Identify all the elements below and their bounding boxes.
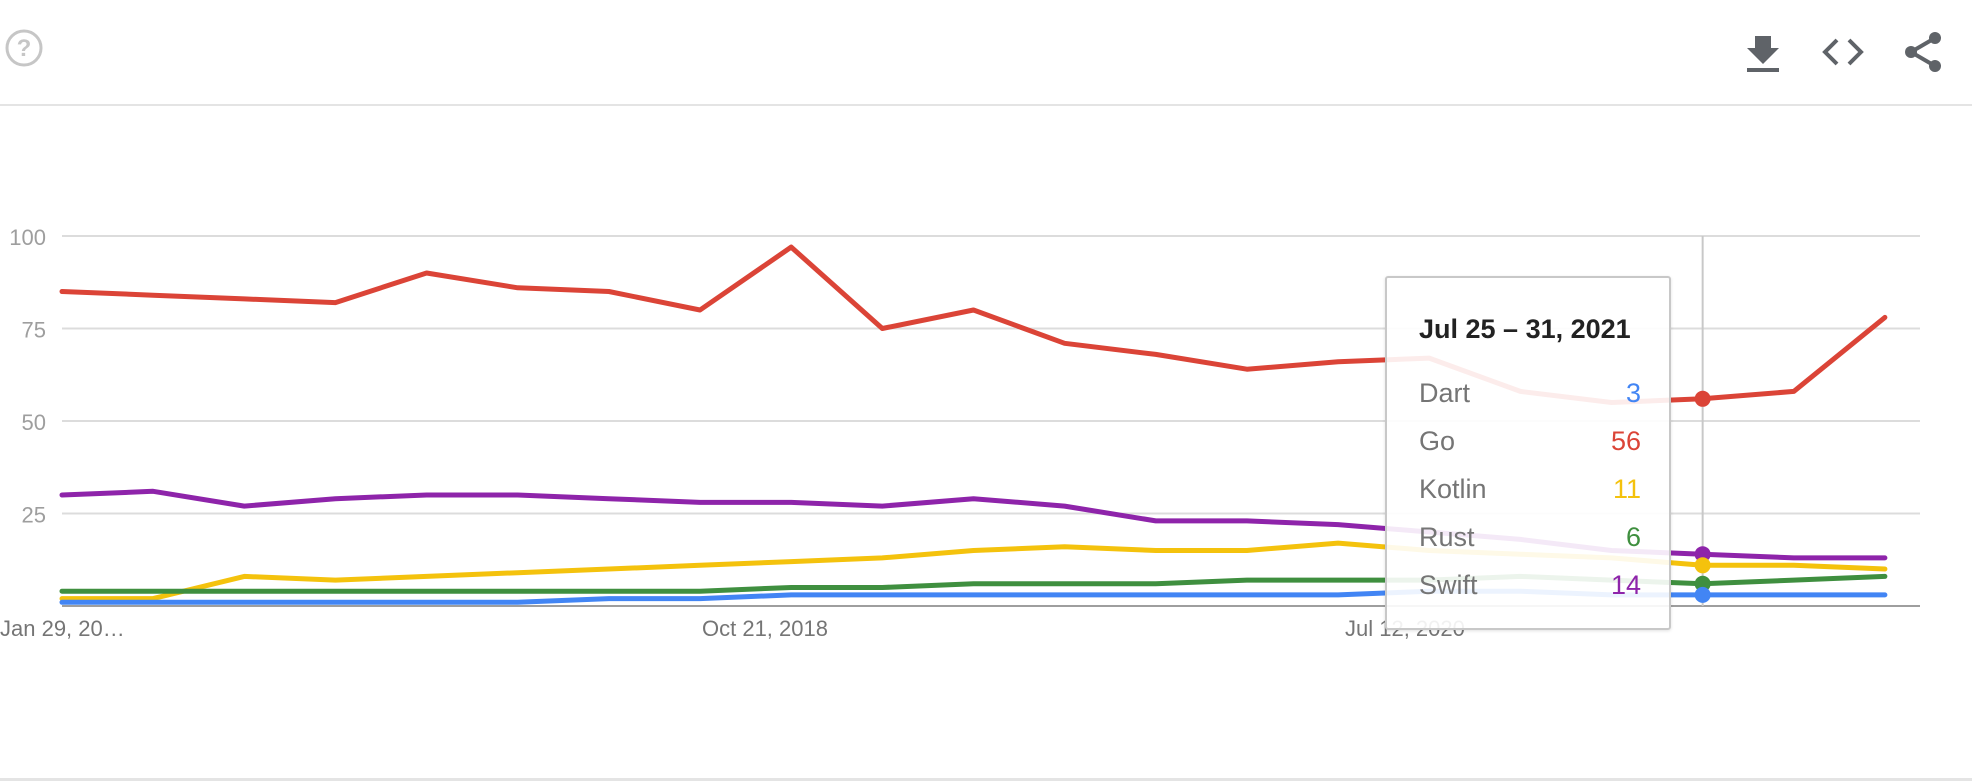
- hover-point-kotlin: [1694, 557, 1711, 574]
- tooltip-series-name: Swift: [1419, 570, 1478, 600]
- download-icon[interactable]: [1741, 30, 1785, 74]
- tooltip-row-swift: Swift 14: [1419, 570, 1641, 610]
- tooltip-row-dart: Dart 3: [1419, 378, 1641, 418]
- help-icon[interactable]: ?: [4, 28, 44, 68]
- embed-code-icon[interactable]: [1821, 30, 1865, 74]
- tooltip-series-name: Go: [1419, 426, 1456, 456]
- svg-text:?: ?: [17, 35, 32, 62]
- tooltip-series-name: Dart: [1419, 378, 1471, 408]
- hover-tooltip: Jul 25 – 31, 2021 Dart 3 Go 56 Kotlin 11…: [1385, 276, 1671, 630]
- y-tick-label: 50: [22, 410, 46, 435]
- y-tick-label: 100: [9, 225, 46, 250]
- tooltip-row-kotlin: Kotlin 11: [1419, 474, 1641, 514]
- hover-point-dart: [1694, 586, 1711, 603]
- divider: [0, 778, 1972, 781]
- tooltip-series-name: Kotlin: [1419, 474, 1487, 504]
- hover-point-rust: [1694, 575, 1711, 592]
- x-tick-label: Oct 21, 2018: [702, 616, 828, 641]
- tooltip-row-go: Go 56: [1419, 426, 1641, 466]
- share-icon[interactable]: [1901, 30, 1945, 74]
- tooltip-series-value: 14: [1610, 570, 1641, 600]
- y-tick-label: 75: [22, 318, 46, 343]
- hover-point-swift: [1694, 546, 1711, 563]
- x-tick-label: Jan 29, 20…: [0, 616, 125, 641]
- tooltip-row-rust: Rust 6: [1419, 522, 1641, 562]
- tooltip-series-value: 56: [1610, 426, 1641, 456]
- tooltip-series-value: 6: [1625, 522, 1641, 552]
- chart-toolbar: ?: [0, 0, 1972, 106]
- tooltip-series-value: 11: [1612, 474, 1641, 504]
- y-tick-label: 25: [22, 503, 46, 528]
- tooltip-series-value: 3: [1625, 378, 1641, 408]
- hover-point-go: [1694, 390, 1711, 407]
- tooltip-date: Jul 25 – 31, 2021: [1419, 314, 1631, 344]
- tooltip-series-name: Rust: [1419, 522, 1475, 552]
